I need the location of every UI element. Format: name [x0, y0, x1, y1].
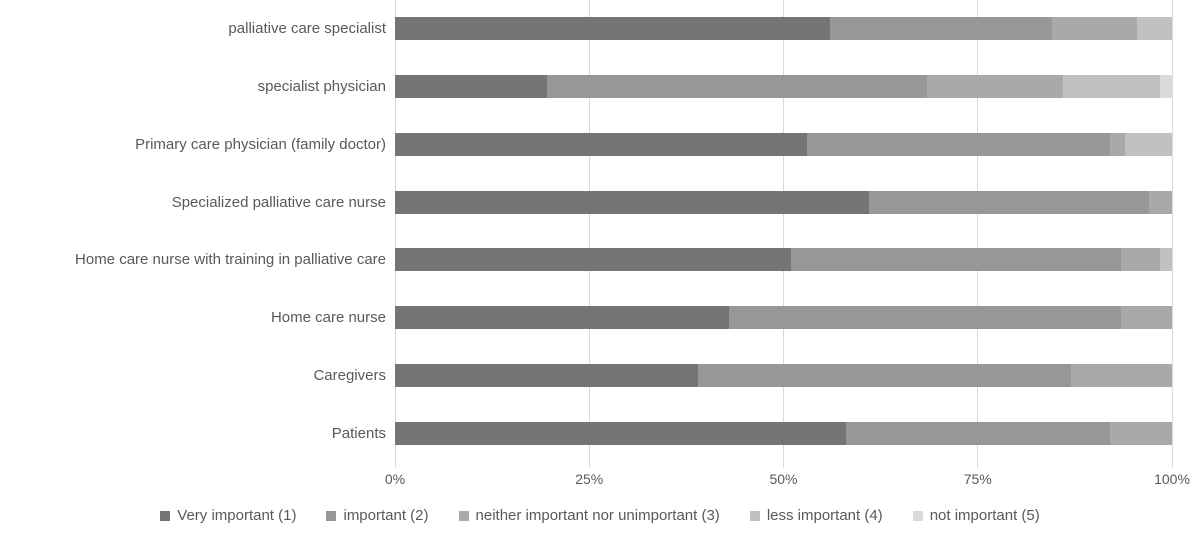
- category-label: Home care nurse with training in palliat…: [75, 251, 386, 269]
- gridline-25: [588, 0, 590, 462]
- bar-segment: [830, 17, 1052, 41]
- legend-item: less important (4): [749, 507, 883, 524]
- bar-segment: [395, 132, 807, 156]
- bar-row: Home care nurse with training in palliat…: [0, 231, 1200, 289]
- category-label: Home care nurse: [270, 309, 386, 327]
- legend-label: important (2): [343, 507, 429, 524]
- bar-track: [395, 75, 1172, 99]
- gridline-50: [783, 0, 784, 462]
- bar-segment: [395, 363, 699, 387]
- x-tick-label: 25%: [575, 471, 604, 487]
- bar-segment: [927, 75, 1064, 99]
- bar-segment: [1109, 421, 1172, 445]
- bar-track: [395, 17, 1172, 41]
- gridline-0: [394, 0, 396, 462]
- legend-item: important (2): [326, 507, 429, 524]
- x-tick-label: 75%: [963, 471, 992, 487]
- legend-label: not important (5): [929, 507, 1040, 524]
- category-label: palliative care specialist: [228, 20, 386, 38]
- bar-segment: [395, 17, 831, 41]
- bar-segment: [845, 421, 1110, 445]
- legend-item: neither important nor unimportant (3): [458, 507, 720, 524]
- bar-track: [395, 421, 1172, 445]
- category-label: Patients: [331, 424, 386, 442]
- legend-label: neither important nor unimportant (3): [475, 507, 720, 524]
- tick-mark-25: [588, 462, 590, 468]
- bar-segment: [395, 190, 869, 214]
- bar-segment: [1109, 132, 1126, 156]
- category-label: specialist physician: [257, 78, 386, 96]
- category-label: Primary care physician (family doctor): [135, 135, 386, 153]
- bar-segment: [1160, 75, 1172, 99]
- legend-label: less important (4): [766, 507, 883, 524]
- bar-segment: [729, 306, 1122, 330]
- bar-segment: [806, 132, 1110, 156]
- bar-row: Patients: [0, 404, 1200, 462]
- tick-mark-0: [394, 462, 396, 468]
- bar-track: [395, 306, 1172, 330]
- legend-swatch-icon: [458, 510, 469, 521]
- bar-segment: [868, 190, 1149, 214]
- bar-segment: [1121, 306, 1172, 330]
- gridline-75: [977, 0, 979, 462]
- bar-segment: [395, 421, 846, 445]
- x-tick-label: 0%: [384, 471, 406, 487]
- bar-row: Specialized palliative care nurse: [0, 173, 1200, 231]
- bar-segment: [395, 306, 730, 330]
- legend: Very important (1) important (2) neither i…: [0, 507, 1200, 524]
- legend-item: Very important (1): [160, 507, 296, 524]
- bar-track: [395, 248, 1172, 272]
- bar-track: [395, 363, 1172, 387]
- legend-swatch-icon: [749, 510, 760, 521]
- bar-segment: [1148, 190, 1172, 214]
- x-tick-label: 50%: [769, 471, 798, 487]
- tick-mark-75: [977, 462, 979, 468]
- legend-label: Very important (1): [177, 507, 297, 524]
- bar-segment: [1125, 132, 1172, 156]
- legend-swatch-icon: [326, 510, 337, 521]
- bar-segment: [791, 248, 1122, 272]
- bar-row: specialist physician: [0, 58, 1200, 116]
- bar-segment: [1160, 248, 1172, 272]
- bar-segment: [1063, 75, 1161, 99]
- category-label: Caregivers: [313, 366, 386, 384]
- gridline-100: [1171, 0, 1173, 462]
- bar-segment: [1121, 248, 1161, 272]
- legend-swatch-icon: [160, 510, 171, 521]
- bar-segment: [546, 75, 928, 99]
- bar-row: Caregivers: [0, 347, 1200, 405]
- bar-segment: [1070, 363, 1172, 387]
- tick-mark-50: [783, 462, 784, 468]
- x-tick-label: 100%: [1154, 471, 1190, 487]
- legend-item: not important (5): [912, 507, 1040, 524]
- bar-segment: [698, 363, 1071, 387]
- bar-segment: [395, 75, 547, 99]
- bar-row: palliative care specialist: [0, 0, 1200, 58]
- legend-swatch-icon: [912, 510, 923, 521]
- tick-mark-100: [1171, 462, 1173, 468]
- bar-track: [395, 132, 1172, 156]
- bar-segment: [1137, 17, 1172, 41]
- bar-track: [395, 190, 1172, 214]
- bar-row: Primary care physician (family doctor): [0, 116, 1200, 174]
- bar-row: Home care nurse: [0, 289, 1200, 347]
- bar-segment: [1051, 17, 1138, 41]
- bar-segment: [395, 248, 792, 272]
- category-label: Specialized palliative care nurse: [171, 193, 386, 211]
